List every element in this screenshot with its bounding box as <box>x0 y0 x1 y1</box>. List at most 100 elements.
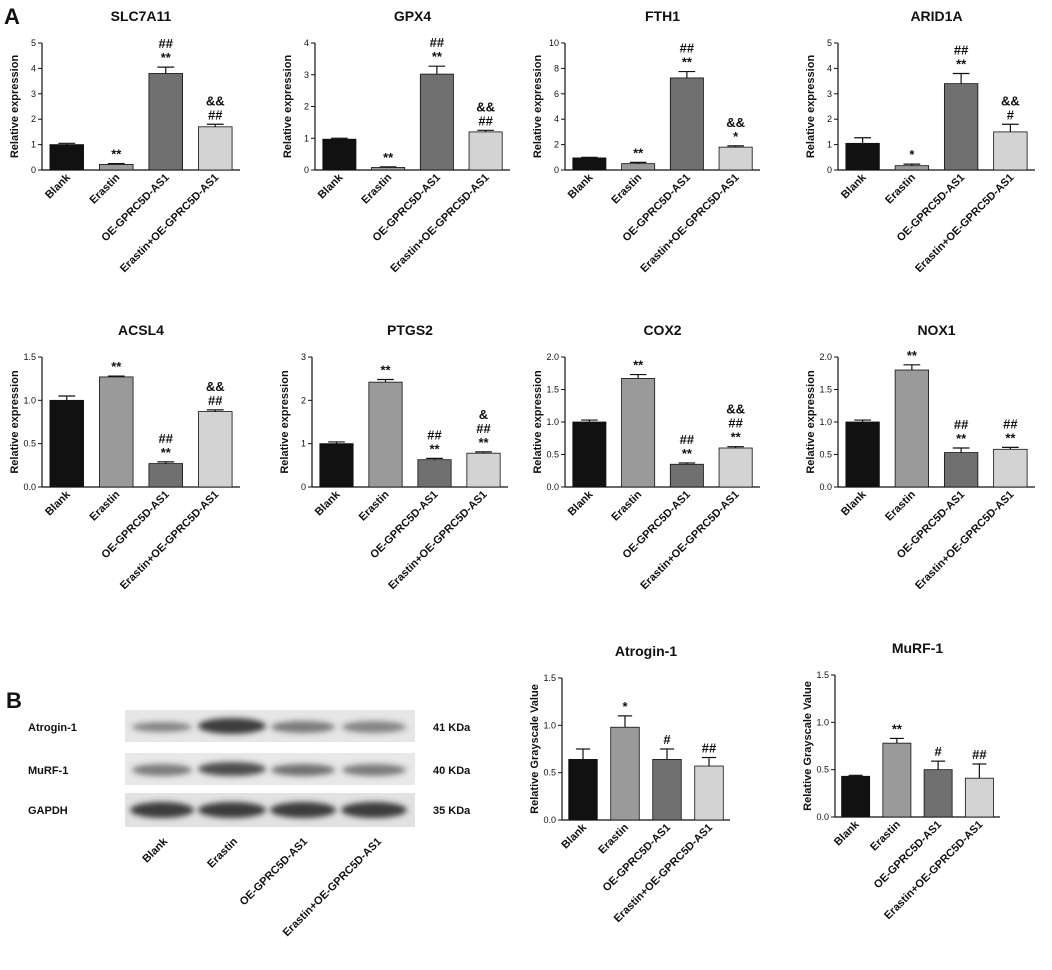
bar <box>993 131 1028 171</box>
x-tick-label: Blank <box>566 488 596 518</box>
y-tick-label: 4 <box>31 63 36 73</box>
x-tick-label: Erastin <box>883 171 918 206</box>
y-tick-label: 1.5 <box>543 673 556 683</box>
significance-label: ## <box>427 427 442 442</box>
y-tick-label: 0 <box>827 165 832 175</box>
significance-label: ## <box>972 747 987 762</box>
bar <box>894 369 930 488</box>
significance-label: * <box>622 699 628 714</box>
significance-label: ## <box>159 36 174 51</box>
bar <box>923 769 953 818</box>
x-tick-label: Erastin+OE-GPRC5D-AS1 <box>388 172 491 275</box>
significance-label: ## <box>680 432 695 447</box>
blot-lane-label: Blank <box>140 835 170 865</box>
blot-lane-label: OE-GPRC5D-AS1 <box>238 836 310 908</box>
y-tick-label: 0.0 <box>816 812 829 822</box>
y-axis-label: Relative expression <box>9 55 21 159</box>
y-axis-label: Relative Grayscale Value <box>802 681 814 811</box>
significance-label: ** <box>111 147 122 162</box>
x-tick-label: Blank <box>839 488 869 518</box>
y-tick-label: 6 <box>554 89 559 99</box>
significance-label: ## <box>478 113 493 128</box>
y-tick-label: 0 <box>304 165 309 175</box>
y-axis-label: Relative expression <box>805 55 817 159</box>
significance-label: * <box>909 147 915 162</box>
x-tick-label: Erastin <box>88 171 123 206</box>
x-tick-label: Blank <box>559 821 589 851</box>
bar <box>148 73 183 171</box>
significance-label: ## <box>430 35 445 50</box>
bar <box>621 378 656 488</box>
bar <box>964 777 994 818</box>
x-tick-label: Erastin+OE-GPRC5D-AS1 <box>638 489 741 592</box>
x-tick-label: Erastin <box>359 171 394 206</box>
y-axis-label: Relative expression <box>805 370 817 474</box>
y-tick-label: 2.0 <box>819 352 832 362</box>
significance-label: ** <box>633 358 644 373</box>
y-tick-label: 1 <box>301 439 306 449</box>
bar <box>466 452 501 488</box>
chart-title: PTGS2 <box>387 322 433 338</box>
blot-lane-label: Erastin <box>205 835 240 870</box>
chart-title: ACSL4 <box>118 322 164 338</box>
y-tick-label: 1.0 <box>23 395 36 405</box>
y-tick-label: 1.0 <box>543 720 556 730</box>
y-tick-label: 8 <box>554 63 559 73</box>
y-tick-label: 4 <box>827 63 832 73</box>
bar <box>49 399 84 488</box>
y-tick-label: 5 <box>827 38 832 48</box>
y-tick-label: 3 <box>304 70 309 80</box>
significance-label: ## <box>159 431 174 446</box>
significance-label: ** <box>111 359 122 374</box>
significance-label: && <box>726 402 745 417</box>
significance-label: ## <box>680 41 695 56</box>
y-tick-label: 4 <box>554 114 559 124</box>
y-tick-label: 3 <box>301 352 306 362</box>
bar <box>49 144 84 171</box>
significance-label: ** <box>432 49 443 64</box>
bar <box>572 421 607 488</box>
x-tick-label: Erastin+OE-GPRC5D-AS1 <box>118 489 221 592</box>
bar <box>371 167 406 171</box>
bar <box>468 131 503 171</box>
significance-label: ## <box>954 42 969 57</box>
x-tick-label: Blank <box>43 488 73 518</box>
y-tick-label: 3 <box>31 89 36 99</box>
blot-row-label: GAPDH <box>28 805 68 817</box>
bar <box>669 77 704 171</box>
y-tick-label: 0.5 <box>816 765 829 775</box>
y-tick-label: 5 <box>31 38 36 48</box>
significance-label: ** <box>383 150 394 165</box>
chart-title: FTH1 <box>645 8 680 24</box>
significance-label: ** <box>161 50 172 65</box>
blot-size-label: 35 KDa <box>433 805 471 817</box>
y-axis-label: Relative Grayscale Value <box>529 684 541 814</box>
x-tick-label: Erastin <box>357 488 392 523</box>
y-tick-label: 3 <box>827 89 832 99</box>
bar <box>694 765 724 821</box>
significance-label: && <box>1001 93 1020 108</box>
bar <box>845 142 880 171</box>
x-tick-label: Erastin+OE-GPRC5D-AS1 <box>386 489 489 592</box>
y-tick-label: 10 <box>549 38 559 48</box>
significance-label: ## <box>476 421 491 436</box>
y-tick-label: 0.0 <box>543 815 556 825</box>
x-tick-label: Blank <box>566 171 596 201</box>
significance-label: ## <box>1003 416 1018 431</box>
y-tick-label: 2 <box>301 395 306 405</box>
bar <box>882 742 912 818</box>
x-tick-label: Erastin <box>609 488 644 523</box>
blot-row-label: MuRF-1 <box>28 765 68 777</box>
bar <box>845 421 880 488</box>
x-tick-label: Erastin+OE-GPRC5D-AS1 <box>913 172 1016 275</box>
x-tick-label: Erastin <box>883 488 918 523</box>
significance-label: ** <box>1005 430 1016 445</box>
y-tick-label: 0.5 <box>23 439 36 449</box>
chart-title: GPX4 <box>394 8 432 24</box>
bar <box>322 138 357 171</box>
significance-label: ** <box>380 363 391 378</box>
significance-label: ## <box>702 741 717 756</box>
significance-label: ** <box>633 145 644 160</box>
bar <box>148 463 183 488</box>
